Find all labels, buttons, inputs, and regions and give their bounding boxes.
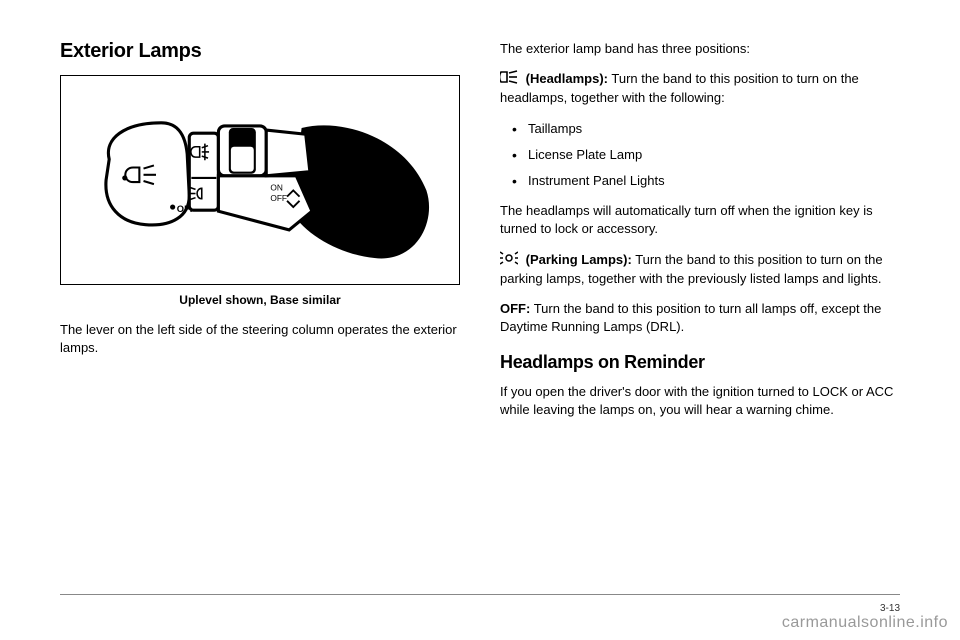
reminder-title: Headlamps on Reminder	[500, 352, 900, 373]
section-title: Exterior Lamps	[60, 40, 460, 63]
svg-text:ON: ON	[270, 182, 282, 192]
svg-text:OFF: OFF	[270, 193, 287, 203]
right-intro: The exterior lamp band has three positio…	[500, 40, 900, 58]
off-label: OFF:	[500, 301, 530, 316]
headlamps-note: The headlamps will automatically turn of…	[500, 202, 900, 238]
list-item: Instrument Panel Lights	[512, 172, 900, 190]
headlamps-para: (Headlamps): Turn the band to this posit…	[500, 70, 900, 107]
bullet-list: Taillamps License Plate Lamp Instrument …	[500, 120, 900, 191]
off-text: Turn the band to this position to turn a…	[500, 301, 881, 334]
figure-caption: Uplevel shown, Base similar	[60, 293, 460, 307]
lamp-lever-figure: OFF	[60, 75, 460, 285]
parking-para: (Parking Lamps): Turn the band to this p…	[500, 251, 900, 288]
page-columns: Exterior Lamps OFF	[60, 40, 900, 432]
parking-lamps-icon	[500, 251, 518, 270]
lamp-lever-svg: OFF	[61, 76, 459, 284]
list-item: Taillamps	[512, 120, 900, 138]
list-item: License Plate Lamp	[512, 146, 900, 164]
left-column: Exterior Lamps OFF	[60, 40, 460, 432]
footer-rule	[60, 594, 900, 595]
right-column: The exterior lamp band has three positio…	[500, 40, 900, 432]
parking-label: (Parking Lamps):	[526, 252, 632, 267]
left-para-1: The lever on the left side of the steeri…	[60, 321, 460, 357]
page-number: 3-13	[880, 603, 900, 614]
off-para: OFF: Turn the band to this position to t…	[500, 300, 900, 336]
reminder-text: If you open the driver's door with the i…	[500, 383, 900, 419]
headlamps-icon	[500, 70, 518, 89]
headlamps-label: (Headlamps):	[526, 71, 608, 86]
watermark: carmanualsonline.info	[782, 614, 948, 632]
